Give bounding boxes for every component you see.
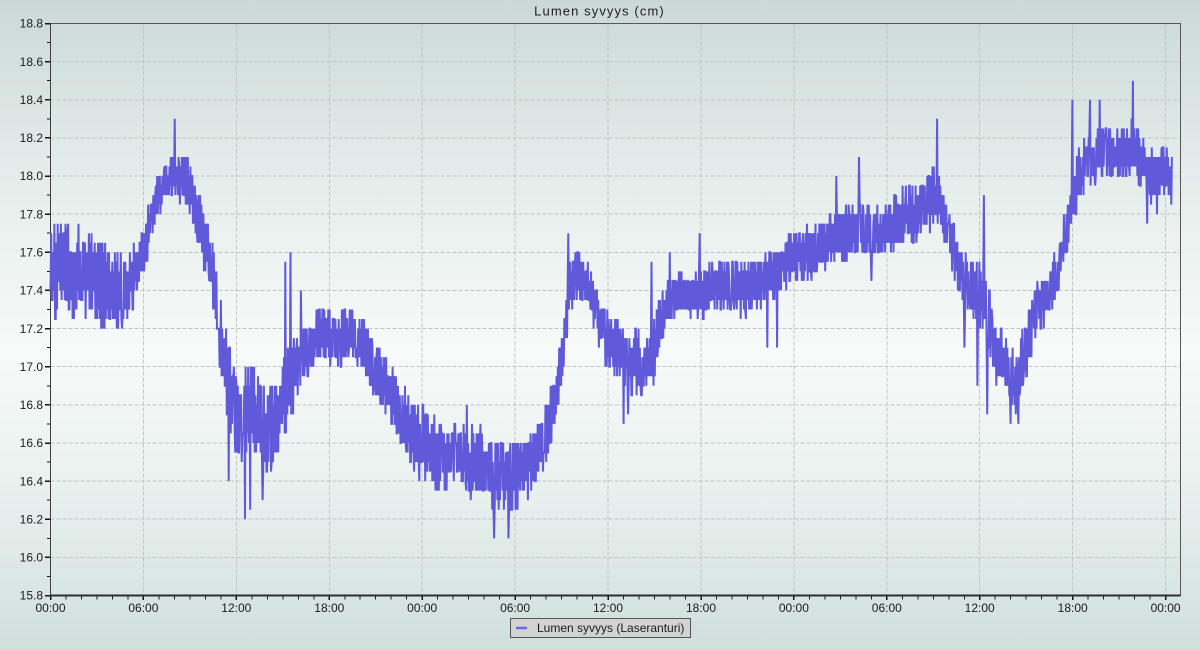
svg-text:16.4: 16.4 <box>20 474 44 488</box>
svg-text:Lumen syvyys (Laseranturi): Lumen syvyys (Laseranturi) <box>537 621 684 635</box>
svg-text:12:00: 12:00 <box>965 601 995 615</box>
svg-text:18.2: 18.2 <box>20 131 44 145</box>
svg-text:18.8: 18.8 <box>20 17 44 31</box>
svg-text:15.8: 15.8 <box>20 589 44 603</box>
svg-text:12:00: 12:00 <box>221 601 251 615</box>
svg-text:18:00: 18:00 <box>686 601 716 615</box>
svg-text:12:00: 12:00 <box>593 601 623 615</box>
svg-text:00:00: 00:00 <box>35 601 65 615</box>
svg-text:06:00: 06:00 <box>128 601 158 615</box>
svg-text:00:00: 00:00 <box>407 601 437 615</box>
svg-text:16.6: 16.6 <box>20 436 44 450</box>
svg-text:16.2: 16.2 <box>20 512 44 526</box>
svg-text:18.0: 18.0 <box>20 169 44 183</box>
svg-text:17.0: 17.0 <box>20 360 44 374</box>
svg-text:18:00: 18:00 <box>1058 601 1088 615</box>
svg-text:17.8: 17.8 <box>20 207 44 221</box>
svg-text:17.4: 17.4 <box>20 284 44 298</box>
svg-text:00:00: 00:00 <box>779 601 809 615</box>
svg-text:18:00: 18:00 <box>314 601 344 615</box>
svg-text:17.2: 17.2 <box>20 322 44 336</box>
svg-text:06:00: 06:00 <box>872 601 902 615</box>
svg-text:16.0: 16.0 <box>20 551 44 565</box>
svg-text:06:00: 06:00 <box>500 601 530 615</box>
svg-text:00:00: 00:00 <box>1151 601 1181 615</box>
svg-text:16.8: 16.8 <box>20 398 44 412</box>
svg-text:17.6: 17.6 <box>20 246 44 260</box>
svg-text:Lumen syvyys (cm): Lumen syvyys (cm) <box>534 4 665 19</box>
svg-text:18.4: 18.4 <box>20 93 44 107</box>
svg-text:18.6: 18.6 <box>20 55 44 69</box>
